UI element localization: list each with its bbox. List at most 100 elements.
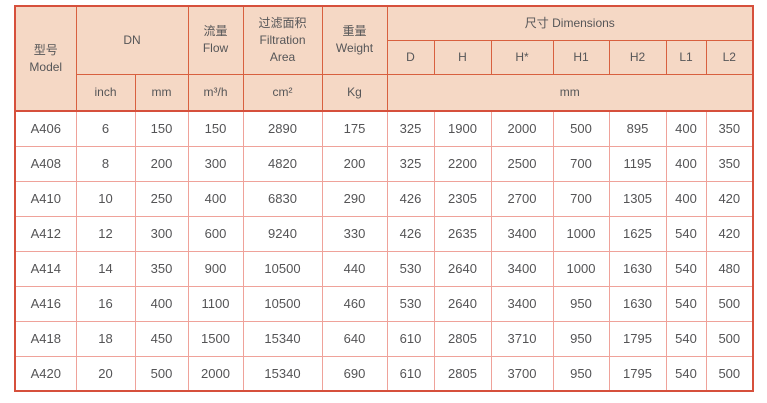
cell-dim-l1: 540	[665, 250, 707, 287]
cell-dim-l1: 540	[665, 320, 707, 357]
cell-dim-d: 530	[386, 250, 435, 287]
cell-dim-h: 2305	[433, 180, 492, 217]
unit-flow: m³/h	[187, 73, 244, 112]
header-dim-h1: H1	[552, 39, 610, 75]
cell-dim-l1: 400	[665, 180, 707, 217]
table-row: A416 16 400 1100 10500 460 530 2640 3400 950 1630 5…	[14, 285, 754, 322]
table-row: A408 8 200 300 4820 200 325 2200 2500 700 1195 400 3…	[14, 145, 754, 182]
cell-dim-h2: 1195	[608, 145, 667, 182]
cell-dim-l2: 500	[705, 320, 754, 357]
unit-mm: mm	[134, 73, 189, 112]
header-dim-h2: H2	[608, 39, 667, 75]
cell-dim-h1: 1000	[552, 250, 610, 287]
cell-dim-hstar: 3400	[490, 285, 554, 322]
cell-model: A418	[14, 320, 77, 357]
header-filtration-area: 过滤面积 Filtration Area	[242, 5, 323, 75]
cell-flow: 1100	[187, 285, 244, 322]
header-flow: 流量 Flow	[187, 5, 244, 75]
cell-dim-hstar: 3400	[490, 250, 554, 287]
table-row: A406 6 150 150 2890 175 325 1900 2000 500 895 400 35…	[14, 110, 754, 147]
header-dim-l2: L2	[705, 39, 754, 75]
cell-model: A412	[14, 215, 77, 252]
cell-dim-d: 530	[386, 285, 435, 322]
cell-dim-d: 610	[386, 355, 435, 392]
cell-dim-l1: 540	[665, 285, 707, 322]
cell-dim-h1: 700	[552, 145, 610, 182]
cell-dn-inch: 10	[75, 180, 136, 217]
cell-dim-h2: 1795	[608, 320, 667, 357]
cell-dim-h2: 1630	[608, 285, 667, 322]
cell-dn-mm: 150	[134, 110, 189, 147]
cell-dim-h: 2635	[433, 215, 492, 252]
header-dimensions: 尺寸 Dimensions	[386, 5, 754, 41]
cell-dim-h1: 500	[552, 110, 610, 147]
cell-dn-mm: 500	[134, 355, 189, 392]
cell-weight: 200	[321, 145, 388, 182]
cell-dim-h2: 1305	[608, 180, 667, 217]
cell-dim-h2: 1630	[608, 250, 667, 287]
unit-inch: inch	[75, 73, 136, 112]
cell-dim-h2: 1625	[608, 215, 667, 252]
cell-dim-h1: 1000	[552, 215, 610, 252]
cell-dim-h: 2805	[433, 355, 492, 392]
cell-dim-l1: 400	[665, 110, 707, 147]
spec-table-container: 型号 Model DN 流量 Flow 过滤面积 Filtration Area…	[14, 5, 755, 392]
cell-flow: 1500	[187, 320, 244, 357]
unit-weight: Kg	[321, 73, 388, 112]
cell-dim-hstar: 3710	[490, 320, 554, 357]
cell-model: A420	[14, 355, 77, 392]
cell-flow: 150	[187, 110, 244, 147]
unit-dimensions: mm	[386, 73, 754, 112]
cell-dim-h: 2805	[433, 320, 492, 357]
cell-dim-hstar: 2500	[490, 145, 554, 182]
cell-dn-inch: 6	[75, 110, 136, 147]
cell-dim-d: 325	[386, 145, 435, 182]
table-body: A406 6 150 150 2890 175 325 1900 2000 500 895 400 35…	[14, 110, 754, 392]
cell-filtration-area: 15340	[242, 320, 323, 357]
table-row: A418 18 450 1500 15340 640 610 2805 3710 950 1795 5…	[14, 320, 754, 357]
cell-dim-l2: 500	[705, 285, 754, 322]
cell-model: A408	[14, 145, 77, 182]
cell-dn-inch: 18	[75, 320, 136, 357]
cell-dim-h: 1900	[433, 110, 492, 147]
cell-dim-l2: 350	[705, 110, 754, 147]
cell-dim-l1: 540	[665, 355, 707, 392]
cell-filtration-area: 9240	[242, 215, 323, 252]
cell-dn-inch: 14	[75, 250, 136, 287]
cell-weight: 690	[321, 355, 388, 392]
cell-filtration-area: 4820	[242, 145, 323, 182]
header-row-dimension-cols: D H H* H1 H2 L1 L2	[15, 39, 754, 75]
cell-dim-l1: 400	[665, 145, 707, 182]
cell-dn-mm: 300	[134, 215, 189, 252]
cell-weight: 640	[321, 320, 388, 357]
cell-dn-inch: 16	[75, 285, 136, 322]
cell-filtration-area: 10500	[242, 250, 323, 287]
cell-dn-mm: 350	[134, 250, 189, 287]
cell-flow: 400	[187, 180, 244, 217]
cell-dim-h1: 950	[552, 320, 610, 357]
cell-dim-h2: 1795	[608, 355, 667, 392]
cell-weight: 175	[321, 110, 388, 147]
table-row: A412 12 300 600 9240 330 426 2635 3400 1000 1625 54…	[14, 215, 754, 252]
cell-dim-l1: 540	[665, 215, 707, 252]
cell-model: A410	[14, 180, 77, 217]
cell-dim-hstar: 3400	[490, 215, 554, 252]
cell-flow: 300	[187, 145, 244, 182]
cell-filtration-area: 6830	[242, 180, 323, 217]
cell-model: A414	[14, 250, 77, 287]
cell-dn-inch: 12	[75, 215, 136, 252]
cell-dim-h: 2200	[433, 145, 492, 182]
table-row: A420 20 500 2000 15340 690 610 2805 3700 950 1795 5…	[14, 355, 754, 392]
cell-weight: 440	[321, 250, 388, 287]
cell-dim-h2: 895	[608, 110, 667, 147]
header-dim-hstar: H*	[490, 39, 554, 75]
cell-dim-h1: 950	[552, 355, 610, 392]
cell-dn-mm: 200	[134, 145, 189, 182]
cell-weight: 330	[321, 215, 388, 252]
header-model: 型号 Model	[14, 5, 77, 112]
cell-dn-mm: 250	[134, 180, 189, 217]
cell-dim-d: 325	[386, 110, 435, 147]
cell-dn-inch: 8	[75, 145, 136, 182]
cell-dim-d: 426	[386, 215, 435, 252]
unit-area: cm²	[242, 73, 323, 112]
